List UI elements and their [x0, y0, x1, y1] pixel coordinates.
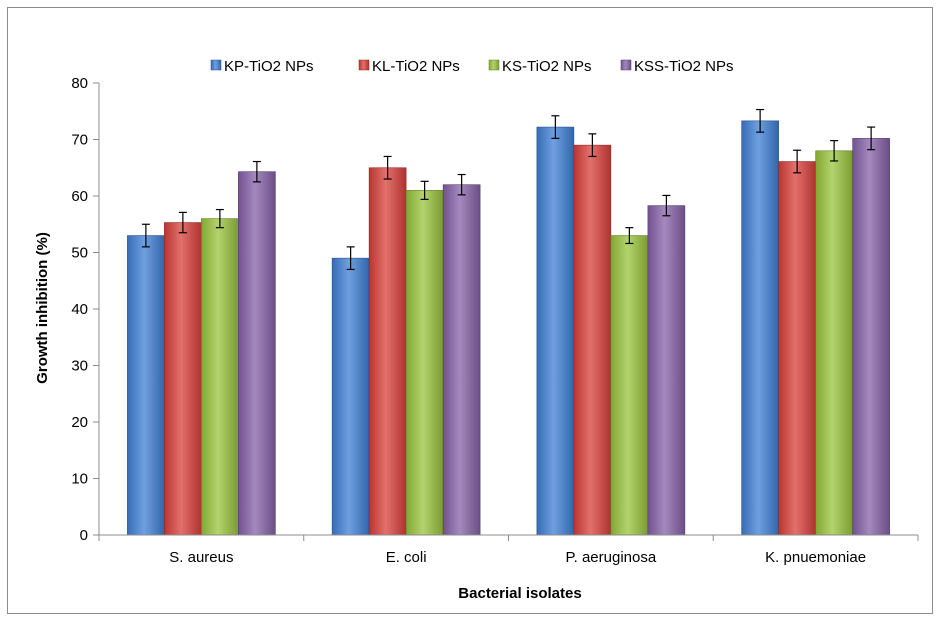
y-axis-title: Growth inhibition (%) [34, 232, 51, 384]
x-tick-label: K. pnuemoniae [765, 549, 866, 566]
x-tick-label: P. aeruginosa [566, 549, 657, 566]
legend-label: KL-TiO2 NPs [372, 58, 460, 75]
bar [610, 235, 649, 536]
y-tick-label: 70 [71, 132, 88, 149]
bar [442, 184, 481, 536]
x-tick-label: E. coli [386, 549, 427, 566]
y-tick-label: 40 [71, 301, 88, 318]
y-tick-label: 20 [71, 414, 88, 431]
y-tick-label: 0 [80, 527, 88, 544]
bar [852, 138, 890, 536]
legend-swatch [358, 59, 370, 71]
error-bar [867, 126, 876, 151]
error-bar [178, 211, 187, 234]
bar [647, 205, 686, 536]
error-bar [756, 108, 765, 133]
error-bar [551, 115, 560, 139]
y-tick-label: 50 [71, 245, 88, 262]
error-bar [383, 155, 392, 180]
y-tick-label: 60 [71, 188, 88, 205]
legend-item: KSS-TiO2 NPs [620, 58, 733, 75]
bar [164, 222, 202, 536]
legend-item: KP-TiO2 NPs [210, 58, 313, 75]
bar [331, 257, 370, 536]
legend-item: KL-TiO2 NPs [358, 58, 460, 75]
legend-swatch [210, 59, 222, 71]
legend: KP-TiO2 NPs KL-TiO2 NPs KS-TiO2 NPs KSS-TiO… [210, 58, 733, 75]
legend-item: KS-TiO2 NPs [488, 58, 591, 75]
axes: 0 10 20 30 40 50 60 70 80 S. aureus E. coli P. aeru… [71, 75, 919, 566]
error-bar [625, 227, 634, 245]
legend-swatch [620, 59, 632, 71]
legend-swatch [488, 59, 500, 71]
bars [127, 108, 890, 536]
chart-frame: KP-TiO2 NPs KL-TiO2 NPs KS-TiO2 NPs KSS-TiO… [7, 7, 933, 614]
legend-label: KS-TiO2 NPs [502, 58, 591, 75]
x-tick-label: S. aureus [169, 549, 233, 566]
error-bar [830, 140, 839, 162]
error-bar [662, 194, 671, 217]
error-bar [457, 173, 466, 196]
bar [573, 144, 612, 536]
bar [201, 218, 239, 536]
legend-label: KP-TiO2 NPs [224, 58, 313, 75]
bar [127, 235, 165, 536]
legend-label: KSS-TiO2 NPs [634, 58, 733, 75]
error-bar [215, 208, 224, 229]
y-tick-label: 30 [71, 358, 88, 375]
error-bar [588, 133, 597, 158]
error-bar [252, 160, 261, 183]
bar [238, 171, 276, 536]
bar [368, 167, 407, 536]
y-tick-label: 10 [71, 471, 88, 488]
y-tick-label: 80 [71, 75, 88, 92]
x-axis-title: Bacterial isolates [458, 585, 581, 602]
bar [536, 126, 575, 536]
error-bar [141, 223, 150, 248]
bar-chart: KP-TiO2 NPs KL-TiO2 NPs KS-TiO2 NPs KSS-TiO… [34, 58, 919, 602]
bar [741, 120, 779, 536]
bar [405, 190, 444, 536]
error-bar [420, 180, 429, 200]
error-bar [346, 246, 355, 271]
error-bar [793, 149, 802, 174]
bar [815, 150, 853, 536]
bar [778, 161, 816, 536]
